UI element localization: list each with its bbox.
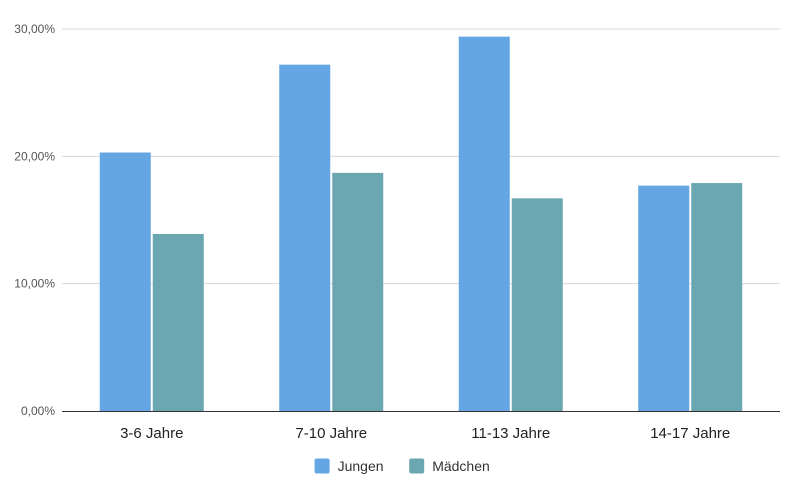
bar-jungen-2[interactable] xyxy=(458,36,510,411)
y-tick-label: 30,00% xyxy=(14,22,55,36)
x-category-label: 11-13 Jahre xyxy=(471,425,550,442)
bar-jungen-0[interactable] xyxy=(99,152,151,411)
x-category-label: 3-6 Jahre xyxy=(120,425,183,442)
bar-m-dchen-0[interactable] xyxy=(152,234,204,411)
x-category-label: 14-17 Jahre xyxy=(650,425,730,442)
y-tick-label: 10,00% xyxy=(14,277,55,291)
y-axis-tick-labels: 0,00% 10,00% 20,00% 30,00% xyxy=(14,22,55,418)
legend-label: Mädchen xyxy=(432,458,490,474)
legend-swatch xyxy=(314,458,330,474)
bar-m-dchen-3[interactable] xyxy=(691,183,743,411)
legend-item-m-dchen[interactable]: Mädchen xyxy=(409,458,490,474)
x-axis-category-labels: 3-6 Jahre 7-10 Jahre 11-13 Jahre 14-17 Jahr… xyxy=(120,425,730,442)
bar-jungen-1[interactable] xyxy=(279,64,331,412)
bar-jungen-3[interactable] xyxy=(638,185,690,411)
bars xyxy=(99,36,743,412)
legend-label: Jungen xyxy=(338,458,384,474)
bar-m-dchen-1[interactable] xyxy=(332,172,384,411)
legend-item-jungen[interactable]: Jungen xyxy=(314,458,384,474)
legend[interactable]: Jungen Mädchen xyxy=(314,458,490,474)
legend-swatch xyxy=(409,458,425,474)
x-category-label: 7-10 Jahre xyxy=(295,425,367,442)
y-tick-label: 0,00% xyxy=(21,404,55,418)
bar-m-dchen-2[interactable] xyxy=(511,198,563,411)
y-tick-label: 20,00% xyxy=(14,149,55,163)
